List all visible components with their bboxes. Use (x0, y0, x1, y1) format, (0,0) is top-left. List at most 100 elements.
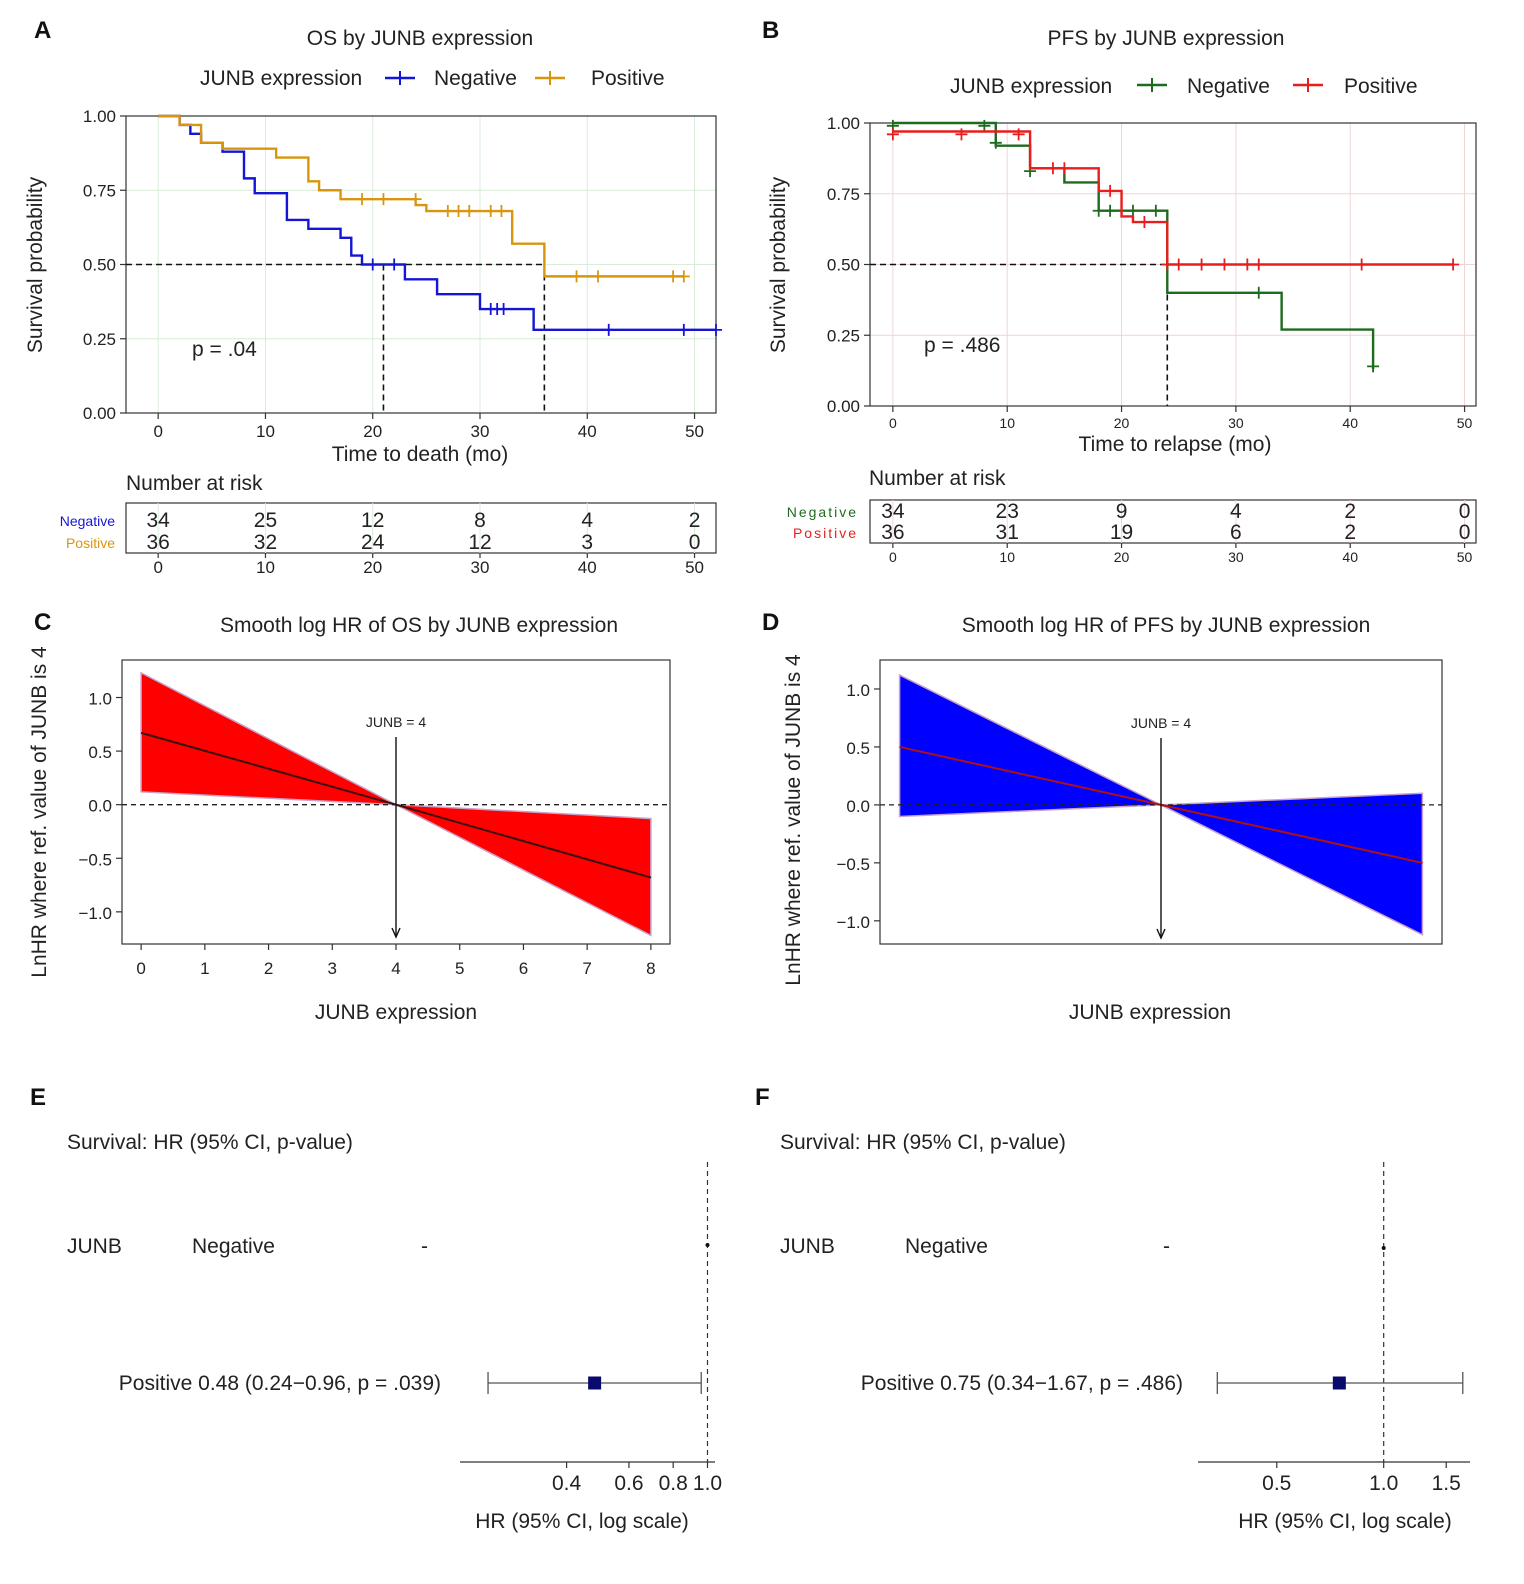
x-tick-label: 2 (264, 959, 273, 978)
plot-area: JUNB = 4 −1.0 −0.5 0.0 0.5 1.0 0 1 2 3 4 5 6 7 8 (78, 659, 671, 978)
risk-count: 0 (689, 531, 701, 554)
x-axis-label: Time to relapse (mo) (1079, 433, 1272, 456)
km-curve-negative (892, 121, 1375, 370)
forest-header: Survival: HR (95% CI, p-value) (67, 1131, 353, 1154)
legend-item-positive: Positive (1293, 75, 1418, 98)
risk-count: 36 (881, 521, 904, 544)
forest-variable: JUNB (67, 1235, 122, 1258)
risk-table-title: Number at risk (869, 467, 1006, 490)
x-tick-label: 50 (1457, 415, 1473, 431)
plot-frame (879, 659, 1443, 945)
censor-mark (1195, 258, 1208, 271)
x-tick-label: 30 (471, 422, 490, 441)
x-tick-label: 4 (391, 959, 400, 978)
panel-b-kaplan-meier-pfs: B PFS by JUNB expression JUNB expression… (762, 17, 1477, 565)
legend-label-negative: Negative (1187, 75, 1270, 98)
reference-label: JUNB = 4 (366, 714, 427, 730)
plot-area: 0 10 20 30 40 50 0.00 0.25 0.50 0.75 1.00 (827, 114, 1477, 431)
censor-mark (463, 205, 476, 218)
risk-row-label-positive: Positive (66, 535, 115, 551)
risk-count: 4 (581, 509, 593, 532)
censor-mark (484, 205, 497, 218)
censor-mark (388, 258, 401, 271)
panel-label: A (34, 17, 51, 44)
panel-label: E (30, 1084, 46, 1111)
y-tick-label: 0.25 (83, 330, 116, 349)
censor-mark (366, 258, 379, 271)
x-tick-label: 0 (153, 422, 162, 441)
risk-table-frame (869, 499, 1477, 544)
y-tick-label: 1.0 (88, 690, 112, 709)
x-tick-label: 6 (519, 959, 528, 978)
risk-count: 3 (581, 531, 593, 554)
censor-mark (886, 128, 899, 141)
censor-mark (1126, 204, 1139, 217)
risk-x-tick-label: 50 (1457, 549, 1473, 565)
censor-mark (592, 270, 604, 283)
legend-title: JUNB expression (200, 67, 362, 90)
risk-x-tick-label: 10 (999, 549, 1015, 565)
y-tick-label: 1.00 (827, 114, 860, 133)
censor-mark (667, 270, 680, 283)
y-tick-label: 0.5 (88, 743, 112, 762)
risk-count: 34 (147, 509, 171, 532)
risk-count: 8 (474, 509, 486, 532)
censor-mark (955, 128, 968, 141)
censor-mark (677, 270, 690, 283)
censor-mark (1104, 204, 1117, 217)
risk-count: 2 (1344, 500, 1356, 523)
panel-a-kaplan-meier-os: A OS by JUNB expression JUNB expression … (24, 17, 722, 577)
x-axis-label: Time to death (mo) (332, 443, 509, 466)
risk-count: 4 (1230, 500, 1242, 523)
panel-label: C (34, 609, 51, 636)
censor-mark (1241, 258, 1254, 271)
y-tick-label: 0.50 (83, 256, 116, 275)
censor-mark (602, 323, 615, 336)
x-tick-label: 5 (455, 959, 464, 978)
y-tick-label: 0.5 (846, 739, 870, 758)
chart-title: PFS by JUNB expression (1048, 27, 1285, 50)
panel-d-smooth-log-hr-pfs: D Smooth log HR of PFS by JUNB expressio… (762, 609, 1443, 1024)
x-tick-label: 1.0 (693, 1472, 722, 1495)
y-tick-label: −0.5 (78, 850, 112, 869)
forest-variable: JUNB (780, 1235, 835, 1258)
risk-count: 12 (468, 531, 491, 554)
censor-mark (978, 119, 991, 132)
x-tick-label: 1.5 (1432, 1472, 1461, 1495)
risk-count: 0 (1459, 521, 1471, 544)
risk-row-label-negative: Negative (60, 513, 115, 529)
risk-count: 2 (1344, 521, 1356, 544)
legend-label-negative: Negative (434, 67, 517, 90)
panel-f-forest-pfs: F Survival: HR (95% CI, p-value) JUNB Ne… (755, 1084, 1470, 1533)
x-tick-label: 0.4 (552, 1472, 582, 1495)
risk-table: 34 23 9 4 2 036 31 19 6 2 00 10 20 30 40 50 (869, 499, 1477, 565)
censor-mark (1104, 184, 1117, 197)
risk-count: 9 (1116, 500, 1128, 523)
y-axis-label: Survival probability (24, 176, 47, 353)
panel-label: D (762, 609, 779, 636)
x-tick-label: 20 (363, 422, 382, 441)
x-tick-label: 50 (685, 422, 704, 441)
panel-e-forest-os: E Survival: HR (95% CI, p-value) JUNB Ne… (30, 1084, 722, 1533)
y-tick-label: 0.00 (83, 404, 116, 423)
x-axis-label: JUNB expression (1069, 1001, 1231, 1024)
x-tick-label: 40 (578, 422, 597, 441)
risk-count: 24 (361, 531, 385, 554)
risk-x-tick-label: 30 (1228, 549, 1244, 565)
x-tick-label: 0.5 (1262, 1472, 1291, 1495)
risk-count: 25 (254, 509, 277, 532)
risk-count: 6 (1230, 521, 1242, 544)
risk-table-title: Number at risk (126, 472, 263, 495)
forest-reference-value: - (1163, 1235, 1170, 1258)
y-tick-label: −0.5 (836, 855, 870, 874)
censor-mark (1252, 286, 1265, 299)
x-tick-label: 0 (136, 959, 145, 978)
risk-count: 12 (361, 509, 384, 532)
censor-mark (1046, 162, 1059, 175)
plot-area: 0 10 20 30 40 50 0.00 0.25 0.50 0.75 1.00 (83, 107, 722, 441)
censor-mark (1012, 128, 1025, 141)
plot-area: JUNB = 4 −1.0 −0.5 0.0 0.5 1.0 (836, 659, 1443, 945)
risk-row-label-positive: Positive (793, 525, 858, 541)
legend-item-positive: Positive (535, 67, 665, 90)
